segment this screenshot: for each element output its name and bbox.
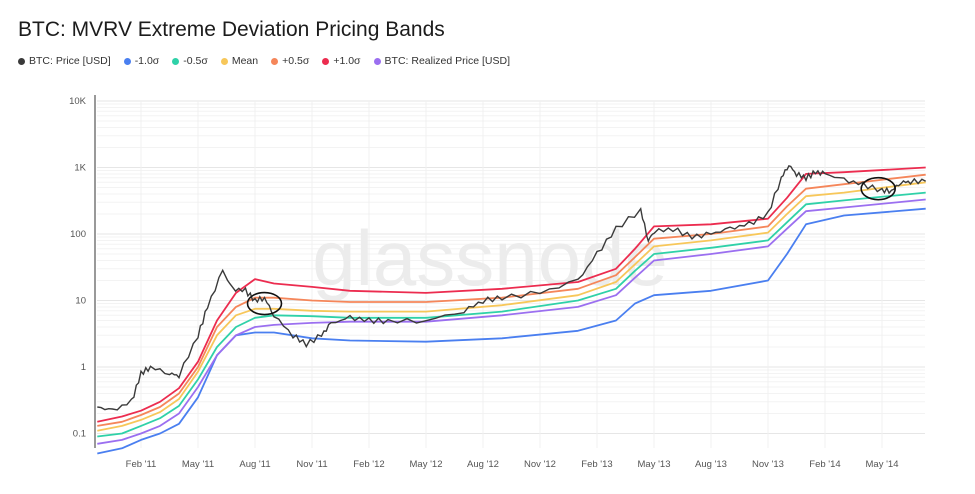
legend-dot-icon xyxy=(123,57,131,65)
y-tick-label: 1K xyxy=(74,163,86,174)
x-tick-label: Feb '12 xyxy=(353,459,384,470)
legend-dot-icon xyxy=(373,57,381,65)
legend-item[interactable]: Mean xyxy=(220,55,259,67)
x-tick-label: Aug '11 xyxy=(239,459,270,470)
x-tick-label: Feb '14 xyxy=(809,459,840,470)
chart-title: BTC: MVRV Extreme Deviation Pricing Band… xyxy=(18,18,445,41)
x-tick-label: Feb '11 xyxy=(126,459,157,470)
x-tick-label: Aug '12 xyxy=(467,459,499,470)
annotation-ellipse xyxy=(246,291,283,316)
series-line-Mean xyxy=(97,181,926,432)
y-tick-label: 10K xyxy=(69,96,87,107)
legend: BTC: Price [USD] -1.0σ -0.5σ Mean +0.5σ +1.0σ… xyxy=(18,55,510,67)
x-tick-label: Nov '13 xyxy=(752,459,784,470)
series-line--1.0σ xyxy=(97,207,926,455)
x-tick-label: Nov '12 xyxy=(524,459,556,470)
series-line-+0.5σ xyxy=(97,173,926,427)
legend-label: +1.0σ xyxy=(333,55,361,67)
legend-label: -1.0σ xyxy=(134,55,160,67)
legend-item[interactable]: BTC: Realized Price [USD] xyxy=(373,55,510,67)
y-tick-label: 100 xyxy=(70,229,86,240)
watermark: glassnode xyxy=(312,214,668,302)
legend-label: BTC: Realized Price [USD] xyxy=(384,55,510,67)
legend-label: Mean xyxy=(231,55,259,67)
legend-dot-icon xyxy=(271,57,279,65)
legend-dot-icon xyxy=(172,57,180,65)
legend-label: BTC: Price [USD] xyxy=(29,55,111,67)
series-line-+1.0σ xyxy=(97,166,926,423)
y-tick-label: 10 xyxy=(75,296,86,307)
legend-label: +0.5σ xyxy=(282,55,310,67)
y-tick-label: 1 xyxy=(81,362,86,373)
y-tick-label: 0.1 xyxy=(73,429,86,440)
legend-item[interactable]: +0.5σ xyxy=(271,55,309,67)
legend-item[interactable]: +1.0σ xyxy=(322,55,361,67)
legend-item[interactable]: -0.5σ xyxy=(172,55,208,67)
x-tick-label: May '12 xyxy=(410,459,443,470)
x-tick-label: Feb '13 xyxy=(581,459,612,470)
legend-dot-icon xyxy=(18,57,25,65)
series-line-BTC: Realized Price [USD] xyxy=(97,198,926,445)
legend-item[interactable]: -1.0σ xyxy=(123,55,160,67)
legend-item[interactable]: BTC: Price [USD] xyxy=(18,55,111,67)
legend-dot-icon xyxy=(220,57,228,65)
x-tick-label: May '11 xyxy=(182,459,214,470)
annotation-ellipse xyxy=(860,176,897,201)
series-line--0.5σ xyxy=(97,191,926,438)
x-tick-label: Aug '13 xyxy=(695,459,727,470)
x-tick-label: May '14 xyxy=(866,459,899,470)
price-line xyxy=(97,164,927,411)
legend-dot-icon xyxy=(322,57,330,65)
x-tick-label: Nov '11 xyxy=(296,459,327,470)
x-tick-label: May '13 xyxy=(638,459,671,470)
legend-label: -0.5σ xyxy=(183,55,208,67)
